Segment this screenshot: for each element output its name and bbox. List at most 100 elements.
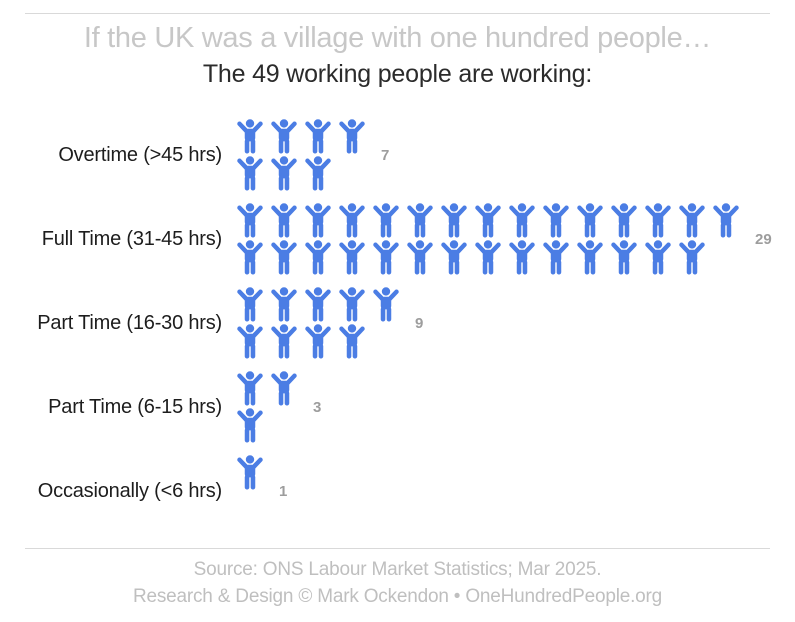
icon-column [338,203,366,275]
person-icon [304,203,332,238]
pictogram-rows: Overtime (>45 hrs) 7 Full Time (31-45 hr… [0,113,795,533]
empty-cell [372,324,400,359]
credit-text: Research & Design © Mark Ockendon • OneH… [132,586,663,607]
person-icon [236,371,264,406]
person-icon [270,287,298,322]
person-icon [542,203,570,238]
person-icon [372,287,400,322]
person-icon [304,156,332,191]
icon-grid [236,371,298,443]
category-label: Part Time (6-15 hrs) [48,396,222,418]
person-icon [644,203,672,238]
icon-column [236,287,264,359]
icon-column [576,203,604,275]
person-icon [678,240,706,275]
icon-column [372,203,400,275]
icon-column [236,371,264,443]
icon-column [338,119,366,191]
source-text: Source: ONS Labour Market Statistics; Ma… [193,559,602,580]
icon-column [338,287,366,359]
icon-column [304,287,332,359]
person-icon [440,203,468,238]
icon-column [304,203,332,275]
icon-column [644,203,672,275]
category-count: 1 [279,482,288,500]
category-count: 9 [415,314,424,332]
empty-cell [712,240,740,275]
icon-grid [236,455,264,527]
person-icon [236,119,264,154]
icon-column [440,203,468,275]
person-icon [270,119,298,154]
icon-column [270,119,298,191]
chart-title: If the UK was a village with one hundred… [83,22,712,54]
person-icon [610,240,638,275]
person-icon [304,324,332,359]
icon-column [542,203,570,275]
person-icon [678,203,706,238]
icon-column [270,371,298,443]
person-icon [610,203,638,238]
icon-grid [236,203,740,275]
person-icon [236,408,264,443]
category-count: 7 [381,146,390,164]
person-icon [236,156,264,191]
category-label: Overtime (>45 hrs) [58,144,222,166]
category-row: Occasionally (<6 hrs) 1 [0,449,795,533]
category-count: 29 [755,230,772,248]
person-icon [270,203,298,238]
person-icon [236,240,264,275]
footer-divider [25,548,770,549]
person-icon [338,119,366,154]
person-icon [440,240,468,275]
person-icon [712,203,740,238]
category-label: Part Time (16-30 hrs) [37,312,222,334]
person-icon [474,203,502,238]
category-count: 3 [313,398,322,416]
person-icon [406,240,434,275]
person-icon [372,203,400,238]
person-icon [270,240,298,275]
category-row: Full Time (31-45 hrs) 29 [0,197,795,281]
icon-column [372,287,400,359]
person-icon [474,240,502,275]
icon-column [236,455,264,527]
person-icon [236,324,264,359]
person-icon [304,240,332,275]
top-divider [25,13,770,14]
person-icon [644,240,672,275]
icon-column [270,287,298,359]
icon-column [678,203,706,275]
person-icon [406,203,434,238]
person-icon [304,119,332,154]
person-icon [338,203,366,238]
person-icon [270,324,298,359]
icon-column [406,203,434,275]
person-icon [270,371,298,406]
icon-column [610,203,638,275]
person-icon [338,240,366,275]
empty-cell [236,492,264,527]
icon-column [712,203,740,275]
person-icon [338,324,366,359]
chart-subtitle: The 49 working people are working: [202,60,593,88]
icon-column [236,203,264,275]
person-icon [236,287,264,322]
icon-grid [236,287,400,359]
empty-cell [270,408,298,443]
person-icon [304,287,332,322]
person-icon [508,203,536,238]
category-row: Overtime (>45 hrs) 7 [0,113,795,197]
icon-column [236,119,264,191]
person-icon [576,240,604,275]
icon-column [304,119,332,191]
category-row: Part Time (6-15 hrs) 3 [0,365,795,449]
person-icon [236,455,264,490]
person-icon [576,203,604,238]
person-icon [542,240,570,275]
category-row: Part Time (16-30 hrs) 9 [0,281,795,365]
icon-column [270,203,298,275]
category-label: Full Time (31-45 hrs) [41,228,222,250]
category-label: Occasionally (<6 hrs) [37,480,222,502]
